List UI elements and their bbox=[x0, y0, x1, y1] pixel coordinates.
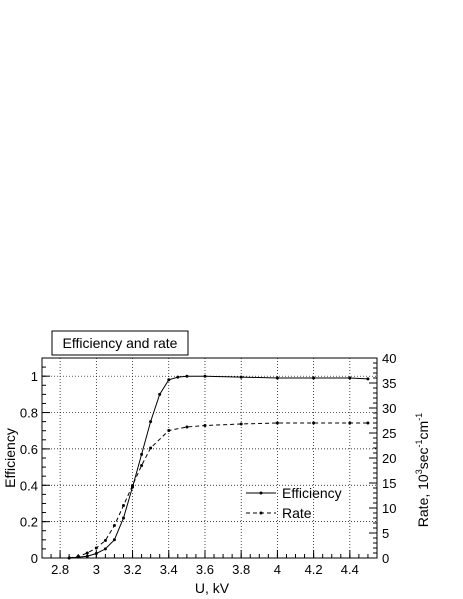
rate-point bbox=[67, 556, 71, 560]
rate-point bbox=[103, 539, 107, 542]
rate-point bbox=[149, 446, 153, 450]
y-tick-label: 0 bbox=[31, 551, 38, 566]
y-tick-label: 0.4 bbox=[20, 478, 38, 493]
efficiency-line bbox=[69, 375, 368, 559]
y2-title-part-2: sec bbox=[415, 447, 431, 469]
rate-point bbox=[94, 546, 98, 550]
rate-point bbox=[112, 524, 116, 527]
rate-point bbox=[140, 464, 144, 467]
y2-title-sup-1: 3 bbox=[414, 469, 424, 474]
efficiency-point bbox=[167, 378, 171, 382]
title-box bbox=[51, 330, 189, 356]
x-tick-label: 3.2 bbox=[124, 562, 142, 577]
y2-title-sup-2: -1 bbox=[414, 439, 424, 447]
chart-title: Efficiency and rate bbox=[63, 335, 178, 351]
rate-point bbox=[203, 424, 207, 427]
rate-point bbox=[167, 429, 171, 432]
rate-point bbox=[239, 422, 243, 426]
legend: Efficiency Rate bbox=[246, 485, 342, 521]
y2-axis-title: Rate, 103sec-1cm-1 bbox=[414, 413, 431, 527]
x-tick-label: 4.4 bbox=[341, 562, 359, 577]
y2-tick-label: 5 bbox=[382, 526, 389, 541]
y2-title-sup-3: -1 bbox=[414, 413, 424, 421]
y2-tick-label: 40 bbox=[382, 351, 396, 366]
x-tick-label: 2.8 bbox=[51, 562, 69, 577]
efficiency-point bbox=[158, 392, 162, 396]
efficiency-point bbox=[312, 376, 316, 380]
rate-point bbox=[76, 555, 80, 558]
y2-tick-label: 20 bbox=[382, 451, 396, 466]
y2-title-part-1: Rate, 10 bbox=[415, 474, 431, 527]
efficiency-point bbox=[203, 374, 207, 378]
x-tick-label: 4.2 bbox=[305, 562, 323, 577]
efficiency-point bbox=[176, 375, 180, 379]
y-tick-label: 0.2 bbox=[20, 515, 38, 530]
y-tick-label: 0.6 bbox=[20, 442, 38, 457]
efficiency-point bbox=[140, 452, 144, 456]
y-tick-label: 0.8 bbox=[20, 406, 38, 421]
legend-efficiency-marker bbox=[259, 491, 263, 495]
series-layer bbox=[67, 374, 370, 560]
y-tick-label: 1 bbox=[31, 369, 38, 384]
efficiency-point bbox=[239, 375, 243, 379]
x-axis-title: U, kV bbox=[195, 580, 230, 596]
plot-frame bbox=[41, 357, 378, 559]
efficiency-point bbox=[94, 552, 98, 555]
y2-tick-label: 15 bbox=[382, 476, 396, 491]
rate-point bbox=[122, 504, 125, 507]
x-tick-label: 3 bbox=[93, 562, 100, 577]
rate-point bbox=[85, 551, 89, 555]
efficiency-point bbox=[103, 547, 107, 551]
axis-ticks bbox=[41, 357, 378, 559]
y2-tick-label: 30 bbox=[382, 401, 396, 416]
x-tick-label: 3.4 bbox=[160, 562, 178, 577]
rate-point bbox=[366, 421, 370, 425]
rate-point bbox=[312, 421, 316, 425]
tick-labels: 2.8 3 3.2 3.4 3.6 3.8 4 4.2 4.400.20.40.60.81051… bbox=[20, 351, 397, 577]
rate-point bbox=[348, 421, 352, 425]
x-tick-label: 3.6 bbox=[196, 562, 214, 577]
y2-tick-label: 25 bbox=[382, 426, 396, 441]
x-tick-label: 4 bbox=[274, 562, 281, 577]
y2-title-part-3: cm bbox=[415, 421, 431, 440]
x-tick-label: 3.8 bbox=[232, 562, 250, 577]
rate-point bbox=[275, 421, 279, 425]
y2-tick-label: 10 bbox=[382, 501, 396, 516]
efficiency-point bbox=[122, 516, 125, 520]
legend-rate-marker bbox=[259, 511, 263, 515]
y2-tick-label: 35 bbox=[382, 376, 396, 391]
efficiency-point bbox=[348, 376, 352, 380]
grid-lines bbox=[42, 358, 377, 558]
legend-rate-label: Rate bbox=[282, 505, 312, 521]
efficiency-point bbox=[149, 420, 153, 424]
efficiency-point bbox=[275, 376, 279, 380]
rate-point bbox=[185, 425, 189, 429]
rate-point bbox=[131, 484, 134, 487]
y2-tick-label: 0 bbox=[382, 551, 389, 566]
rate-line bbox=[69, 422, 368, 559]
efficiency-point bbox=[366, 377, 370, 381]
efficiency-point bbox=[85, 554, 89, 558]
efficiency-point bbox=[185, 374, 189, 378]
legend-efficiency-label: Efficiency bbox=[282, 485, 342, 501]
y-axis-title: Efficiency bbox=[2, 428, 18, 488]
efficiency-point bbox=[112, 538, 116, 542]
